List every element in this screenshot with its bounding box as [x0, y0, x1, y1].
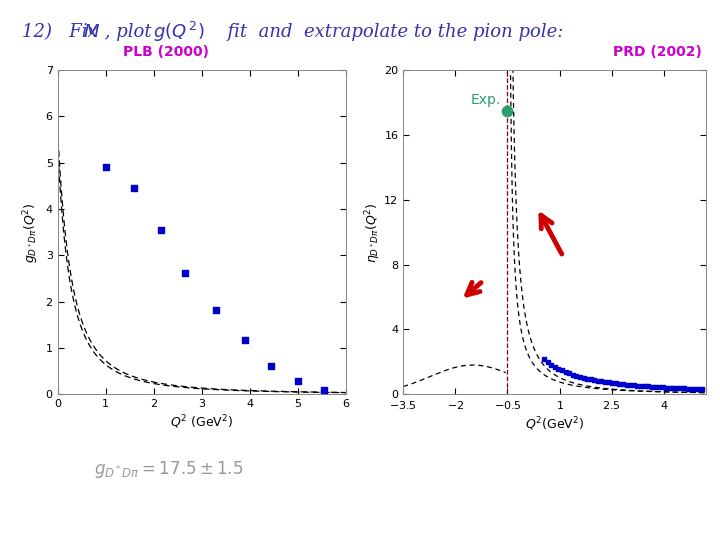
Point [239, 335, 251, 344]
Point [624, 381, 636, 389]
Text: 12)   Fix: 12) Fix [22, 23, 103, 42]
Point [693, 384, 704, 393]
Point [639, 382, 650, 390]
Point [588, 376, 600, 384]
Point [266, 361, 277, 370]
Text: fit  and  extrapolate to the pion pole:: fit and extrapolate to the pion pole: [216, 23, 563, 42]
Point [546, 360, 557, 369]
X-axis label: $Q^2(\mathrm{GeV}^2)$: $Q^2(\mathrm{GeV}^2)$ [525, 415, 584, 433]
Point [682, 384, 693, 393]
Point [696, 385, 708, 394]
Point [653, 383, 665, 391]
Point [667, 383, 679, 392]
Point [210, 306, 222, 314]
Point [585, 375, 596, 383]
Point [631, 381, 643, 390]
Point [603, 378, 614, 387]
Point [610, 379, 621, 388]
Point [570, 372, 582, 380]
Text: $M$: $M$ [83, 23, 100, 42]
Point [599, 377, 611, 386]
Text: PLB (2000): PLB (2000) [123, 45, 209, 59]
Point [563, 369, 575, 377]
Text: PRD (2002): PRD (2002) [613, 45, 702, 59]
Point [617, 380, 629, 388]
Point [649, 382, 661, 391]
Point [129, 184, 140, 193]
Point [179, 268, 191, 277]
Point [539, 355, 550, 363]
Point [642, 382, 654, 391]
Point [664, 383, 675, 392]
Text: Exp.: Exp. [471, 93, 501, 107]
Point [556, 366, 567, 375]
Point [657, 383, 668, 391]
Point [552, 364, 564, 373]
Point [318, 386, 330, 395]
Text: , plot: , plot [99, 23, 158, 42]
Y-axis label: $\eta_{D^*D\pi}(Q^2)$: $\eta_{D^*D\pi}(Q^2)$ [363, 202, 383, 262]
Point [678, 384, 690, 393]
Y-axis label: $g_{D^*D\pi}(Q^2)$: $g_{D^*D\pi}(Q^2)$ [22, 202, 42, 262]
Point [671, 384, 683, 393]
Point [567, 370, 578, 379]
Point [100, 163, 112, 172]
Point [292, 377, 303, 386]
X-axis label: $Q^2\ (\mathrm{GeV}^2)$: $Q^2\ (\mathrm{GeV}^2)$ [170, 413, 233, 431]
Point [606, 379, 618, 387]
Point [685, 384, 697, 393]
Point [581, 374, 593, 383]
Point [621, 380, 632, 389]
Point [574, 373, 585, 381]
Point [660, 383, 672, 392]
Text: $g(Q^{\,2})$: $g(Q^{\,2})$ [153, 21, 204, 44]
Point [689, 384, 701, 393]
Point [675, 384, 686, 393]
Point [628, 381, 639, 389]
Point [595, 377, 607, 386]
Point [542, 358, 554, 367]
Point [635, 382, 647, 390]
Point [559, 368, 571, 376]
Point [549, 362, 560, 371]
Point [155, 226, 166, 234]
Point [613, 380, 625, 388]
Point [502, 106, 513, 115]
Text: $g_{D^*D\pi} = 17.5 \pm 1.5$: $g_{D^*D\pi} = 17.5 \pm 1.5$ [94, 460, 243, 480]
Point [577, 373, 589, 382]
Point [592, 376, 603, 385]
Point [646, 382, 657, 391]
